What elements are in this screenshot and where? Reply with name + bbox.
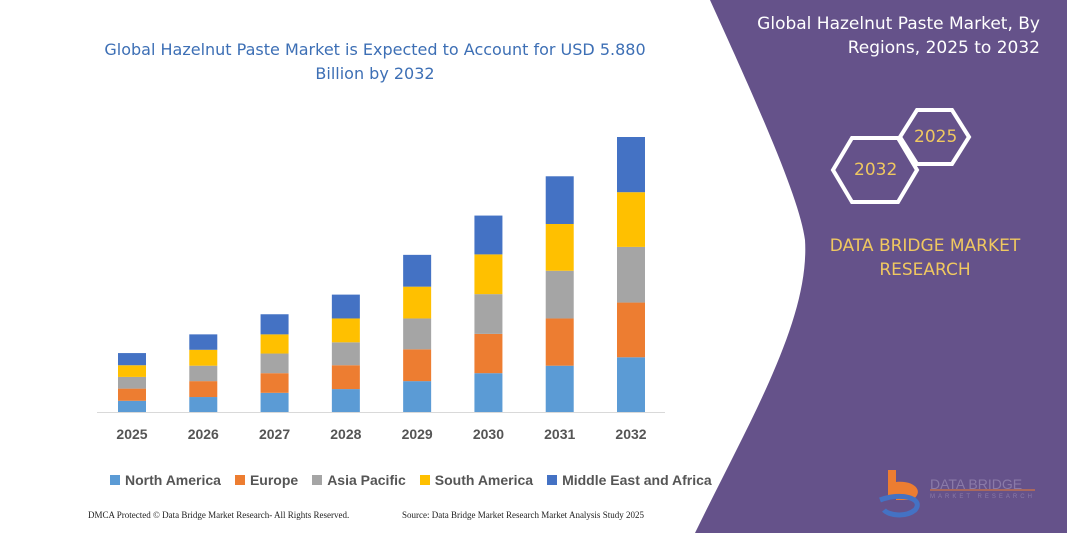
bar-europe-2027	[260, 373, 289, 393]
bar-north-america-2027	[260, 392, 289, 412]
x-tick-label: 2029	[402, 426, 433, 442]
legend-item: South America	[419, 472, 534, 488]
bar-europe-2030	[474, 333, 503, 374]
bar-north-america-2032	[617, 357, 645, 412]
bar-middle-east-and-africa-2025	[118, 353, 146, 366]
legend-label: Asia Pacific	[327, 472, 406, 488]
bar-europe-2028	[331, 365, 360, 390]
bar-north-america-2028	[331, 389, 360, 412]
bar-asia-pacific-2030	[474, 294, 503, 334]
logo-icon	[879, 470, 1035, 518]
bar-middle-east-and-africa-2027	[260, 314, 289, 335]
bar-asia-pacific-2028	[331, 342, 360, 366]
bar-asia-pacific-2025	[118, 376, 146, 389]
legend-item: Europe	[234, 472, 299, 488]
logo-text: DATA BRIDGE	[930, 476, 1023, 492]
bar-middle-east-and-africa-2031	[545, 176, 574, 224]
hexagon-2025	[897, 108, 972, 166]
bar-south-america-2025	[118, 365, 146, 377]
bar-south-america-2027	[260, 334, 289, 354]
legend-swatch	[312, 475, 323, 485]
copyright-text: DMCA Protected © Data Bridge Market Rese…	[88, 510, 350, 520]
legend-label: Europe	[249, 472, 299, 488]
x-tick-label: 2028	[330, 426, 361, 442]
purple-panel	[695, 0, 1067, 533]
bar-north-america-2031	[545, 365, 574, 412]
hexagon-2032	[830, 136, 920, 204]
bar-europe-2026	[189, 381, 218, 398]
bar-north-america-2026	[189, 397, 218, 412]
hex-label-2032: 2032	[854, 160, 898, 180]
bar-europe-2032	[617, 302, 645, 358]
bar-north-america-2030	[474, 373, 503, 412]
chart-title: Global Hazelnut Paste Market is Expected…	[104, 40, 646, 83]
x-tick-label: 2032	[615, 426, 646, 442]
bar-middle-east-and-africa-2030	[474, 215, 503, 255]
bar-south-america-2026	[189, 349, 218, 366]
bar-europe-2029	[403, 349, 432, 382]
bar-middle-east-and-africa-2029	[403, 254, 432, 287]
bar-middle-east-and-africa-2026	[189, 334, 218, 350]
bar-europe-2025	[118, 388, 146, 401]
bar-north-america-2029	[403, 381, 432, 412]
legend-label: North America	[125, 472, 221, 488]
bar-europe-2031	[545, 318, 574, 366]
bar-north-america-2025	[118, 400, 146, 412]
brand-name: DATA BRIDGE MARKET RESEARCH	[829, 236, 1021, 280]
legend: North America Europe Asia Pacific South Ame…	[110, 472, 712, 488]
side-title: Global Hazelnut Paste Market, By Regions…	[757, 14, 1040, 58]
bar-south-america-2028	[331, 318, 360, 343]
x-tick-label: 2026	[188, 426, 219, 442]
bar-asia-pacific-2031	[545, 270, 574, 319]
logo-subtext: MARKET RESEARCH	[930, 494, 1035, 500]
bar-south-america-2031	[545, 223, 574, 271]
bar-asia-pacific-2026	[189, 365, 218, 382]
stacked-bar-chart: 2025 2026 2027 2028 2029 2030 2031 2032	[97, 137, 665, 442]
legend-label: Middle East and Africa	[562, 472, 712, 488]
legend-swatch	[547, 475, 558, 485]
bar-asia-pacific-2032	[617, 246, 645, 303]
x-tick-label: 2031	[544, 426, 575, 442]
bar-south-america-2032	[617, 192, 645, 247]
legend-swatch	[234, 475, 245, 485]
bar-south-america-2029	[403, 286, 432, 319]
legend-item: North America	[110, 472, 221, 488]
hex-label-2025: 2025	[914, 127, 958, 147]
bar-middle-east-and-africa-2028	[331, 294, 360, 319]
bar-middle-east-and-africa-2032	[617, 137, 645, 193]
x-tick-label: 2027	[259, 426, 290, 442]
x-tick-label: 2030	[473, 426, 504, 442]
x-tick-label: 2025	[116, 426, 147, 442]
legend-swatch	[110, 475, 120, 485]
legend-label: South America	[434, 472, 534, 488]
bar-asia-pacific-2027	[260, 353, 289, 374]
legend-swatch	[419, 475, 430, 485]
bar-asia-pacific-2029	[403, 318, 432, 350]
source-text: Source: Data Bridge Market Research Mark…	[402, 510, 644, 520]
legend-item: Asia Pacific	[312, 472, 406, 488]
bar-south-america-2030	[474, 254, 503, 295]
legend-item: Middle East and Africa	[547, 472, 712, 488]
